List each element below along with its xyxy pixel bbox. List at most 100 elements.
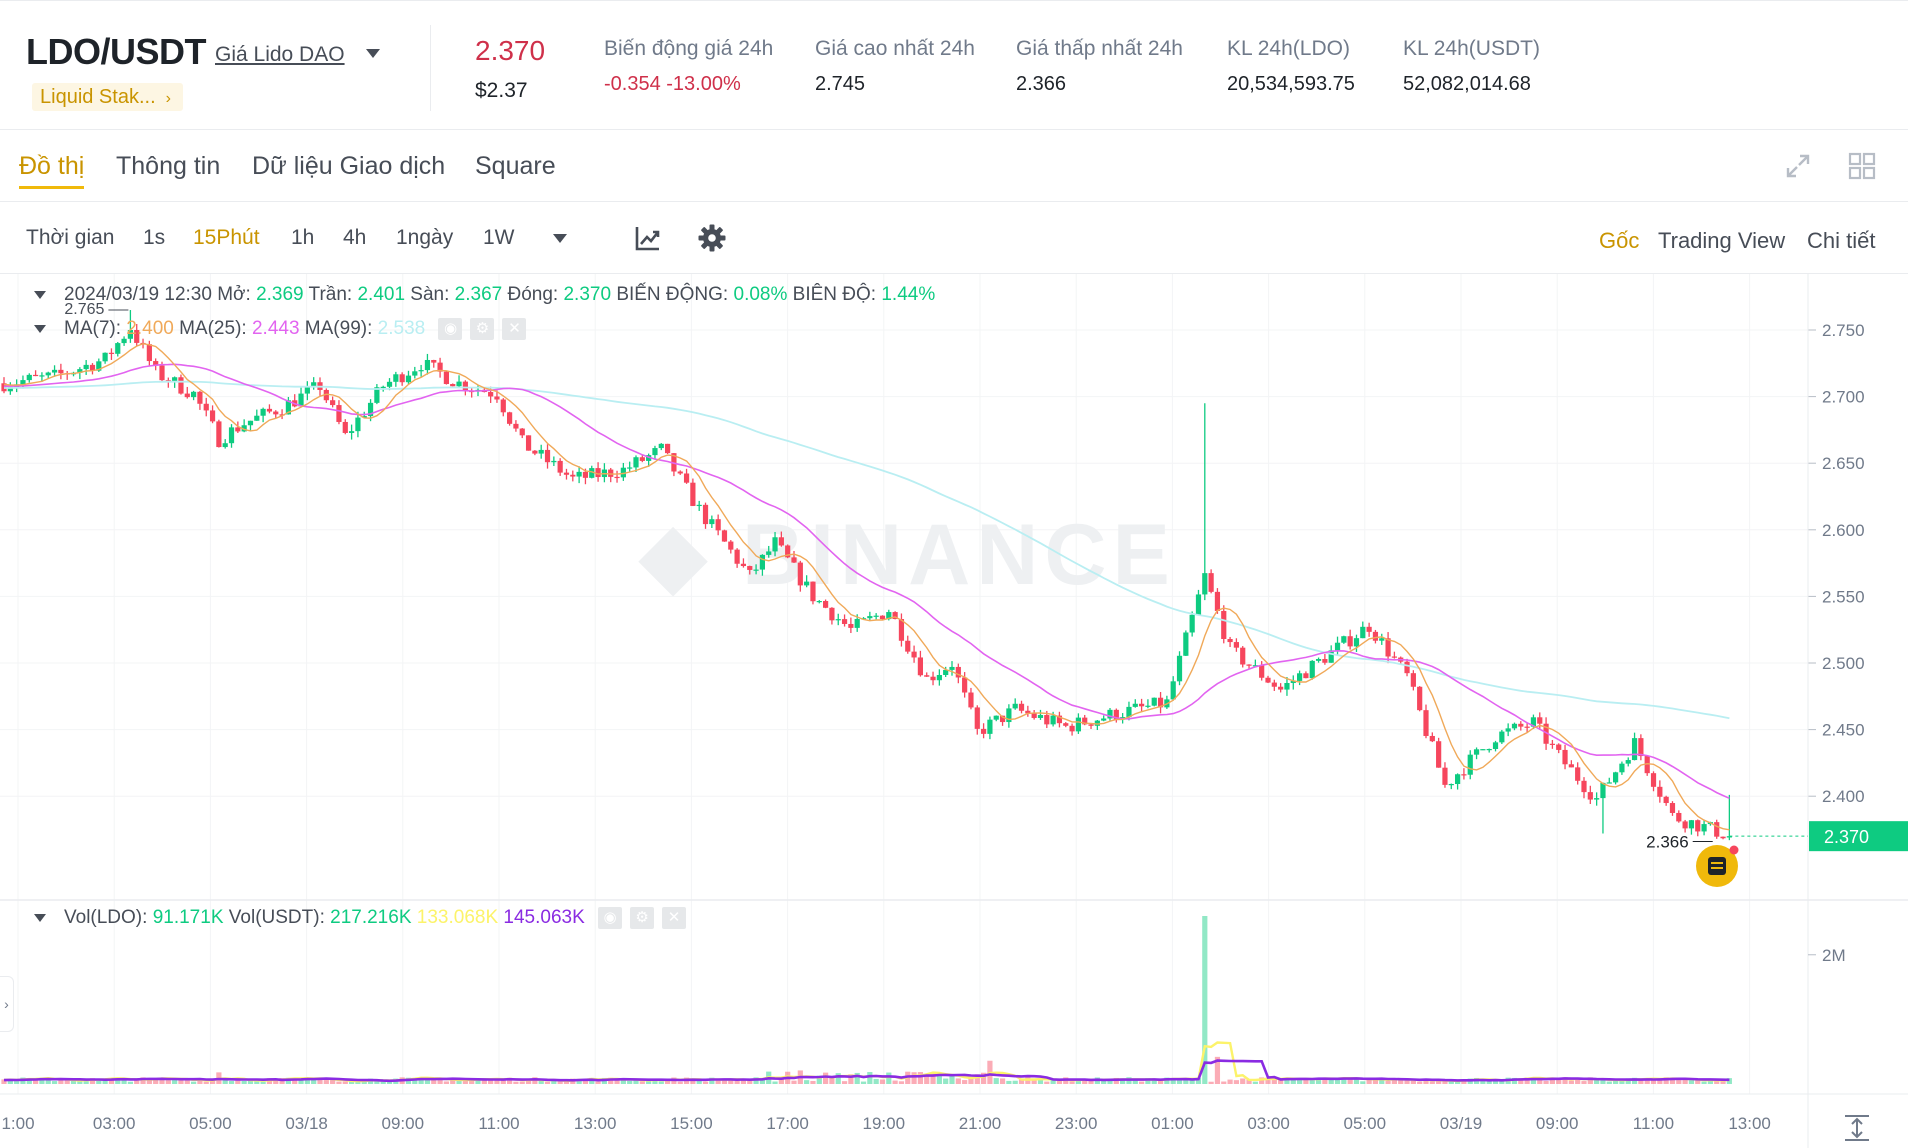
interval-1w[interactable]: 1W bbox=[483, 226, 515, 249]
candle-body bbox=[33, 374, 39, 377]
volume-bar bbox=[475, 1079, 481, 1084]
volume-bar bbox=[734, 1080, 740, 1084]
volume-bar bbox=[1429, 1081, 1435, 1084]
visibility-eye-icon[interactable]: ◉ bbox=[598, 907, 623, 929]
volume-bar bbox=[336, 1081, 342, 1084]
volume-bar bbox=[260, 1081, 266, 1084]
volume-bar bbox=[58, 1079, 64, 1084]
stat-label: Giá thấp nhất 24h bbox=[1016, 37, 1183, 60]
volume-bars bbox=[1, 916, 1732, 1084]
candle-body bbox=[456, 381, 462, 387]
pair-name-link[interactable]: Giá Lido DAO bbox=[215, 43, 345, 66]
volume-bar bbox=[1518, 1079, 1524, 1084]
candle-body bbox=[892, 612, 898, 620]
candle-body bbox=[721, 530, 728, 542]
volume-bar bbox=[639, 1081, 645, 1084]
legend-amplitude-label: BIÊN ĐỘ: bbox=[792, 284, 877, 305]
volume-bar bbox=[317, 1077, 323, 1084]
volume-bar bbox=[1492, 1079, 1499, 1084]
candle-body bbox=[26, 374, 32, 381]
candle-body bbox=[513, 423, 519, 429]
view-depth[interactable]: Chi tiết bbox=[1807, 228, 1876, 253]
ohlc-legend: 2024/03/19 12:30 Mở: 2.369 Trần: 2.401 S… bbox=[34, 284, 935, 306]
volume-bar bbox=[1120, 1079, 1126, 1084]
volume-bar bbox=[1157, 1080, 1164, 1084]
volume-bar bbox=[1669, 1078, 1676, 1084]
volume-bar bbox=[892, 1080, 898, 1084]
settings-gear-icon[interactable]: ⚙ bbox=[470, 318, 495, 340]
volume-bar bbox=[1088, 1080, 1094, 1084]
fullscreen-icon[interactable] bbox=[1784, 152, 1812, 180]
visibility-eye-icon[interactable]: ◉ bbox=[438, 318, 463, 340]
candle-body bbox=[1360, 626, 1366, 639]
candle-body bbox=[974, 707, 980, 729]
interval-15m[interactable]: 15Phút bbox=[193, 226, 260, 249]
view-original[interactable]: Gốc bbox=[1599, 228, 1640, 253]
candle-body bbox=[1050, 715, 1056, 725]
candle-body bbox=[1505, 728, 1511, 732]
candle-body bbox=[1511, 723, 1518, 729]
interval-4h[interactable]: 4h bbox=[343, 226, 367, 249]
candle-body bbox=[1031, 713, 1037, 718]
volume-bar bbox=[949, 1075, 955, 1084]
candle-body bbox=[968, 692, 974, 708]
candle-body bbox=[1524, 726, 1530, 728]
gear-icon[interactable] bbox=[697, 223, 727, 253]
chart-assistant-button[interactable] bbox=[1696, 845, 1739, 887]
volume-bar bbox=[45, 1078, 51, 1084]
close-icon[interactable]: ✕ bbox=[662, 907, 687, 929]
volume-bar bbox=[816, 1075, 822, 1084]
candle-body bbox=[58, 369, 64, 374]
candles bbox=[1, 310, 1732, 841]
volume-bar bbox=[841, 1081, 848, 1084]
volume-bar bbox=[677, 1081, 683, 1084]
candle-body bbox=[1189, 614, 1195, 633]
tab-trading-data[interactable]: Dữ liệu Giao dịch bbox=[252, 152, 446, 180]
interval-1h[interactable]: 1h bbox=[291, 226, 315, 249]
candle-body bbox=[386, 381, 393, 387]
more-intervals-chevron-icon[interactable] bbox=[553, 234, 567, 243]
side-panel-toggle[interactable]: › bbox=[0, 976, 14, 1032]
volume-bar bbox=[886, 1072, 892, 1084]
tab-square[interactable]: Square bbox=[475, 152, 556, 180]
tab-info[interactable]: Thông tin bbox=[116, 152, 221, 180]
volume-bar bbox=[209, 1079, 216, 1084]
candle-body bbox=[1492, 742, 1499, 749]
candle-body bbox=[1625, 760, 1631, 764]
candle-body bbox=[1221, 610, 1227, 639]
volume-bar bbox=[1164, 1077, 1170, 1084]
candle-body bbox=[1183, 632, 1189, 656]
volume-bar bbox=[1543, 1080, 1549, 1084]
collapse-chevron-icon[interactable] bbox=[34, 290, 46, 299]
candle-body bbox=[1297, 673, 1303, 681]
layout-grid-icon[interactable] bbox=[1848, 152, 1876, 180]
candle-body bbox=[184, 393, 190, 398]
view-tradingview[interactable]: Trading View bbox=[1658, 228, 1786, 253]
tab-chart[interactable]: Đồ thị bbox=[19, 152, 85, 189]
candle-body bbox=[1366, 626, 1372, 632]
volume-bar bbox=[879, 1079, 886, 1084]
candle-body bbox=[1530, 717, 1537, 727]
volume-bar bbox=[1676, 1079, 1682, 1084]
interval-1d[interactable]: 1ngày bbox=[396, 226, 454, 249]
pair-symbol[interactable]: LDO/USDT bbox=[26, 31, 207, 72]
candlestick-chart[interactable]: ◆ BINANCE 2.750 2.700 2.650 2.600 2.550 2.500… bbox=[0, 274, 1908, 1148]
x-tick-label: 03:00 bbox=[93, 1114, 136, 1133]
category-tag[interactable]: Liquid Stak... › bbox=[32, 83, 183, 111]
interval-1s[interactable]: 1s bbox=[143, 226, 166, 249]
pair-dropdown-chevron-icon[interactable] bbox=[366, 49, 380, 58]
volume-bar bbox=[462, 1079, 468, 1084]
y-tick-label: 2.450 bbox=[1822, 721, 1865, 740]
close-icon[interactable]: ✕ bbox=[502, 318, 527, 340]
collapse-chevron-icon[interactable] bbox=[34, 325, 46, 333]
settings-gear-icon[interactable]: ⚙ bbox=[630, 907, 655, 929]
indicator-chart-icon[interactable] bbox=[634, 224, 662, 252]
volume-bar bbox=[304, 1077, 310, 1084]
candle-body bbox=[1309, 660, 1315, 679]
collapse-chevron-icon[interactable] bbox=[34, 914, 46, 922]
volume-bar bbox=[1663, 1077, 1669, 1084]
volume-bar bbox=[1012, 1080, 1018, 1084]
volume-bar bbox=[1278, 1079, 1284, 1084]
candle-body bbox=[823, 601, 829, 608]
chart-tabs: Đồ thị Thông tin Dữ liệu Giao dịch Squar… bbox=[0, 130, 1908, 202]
